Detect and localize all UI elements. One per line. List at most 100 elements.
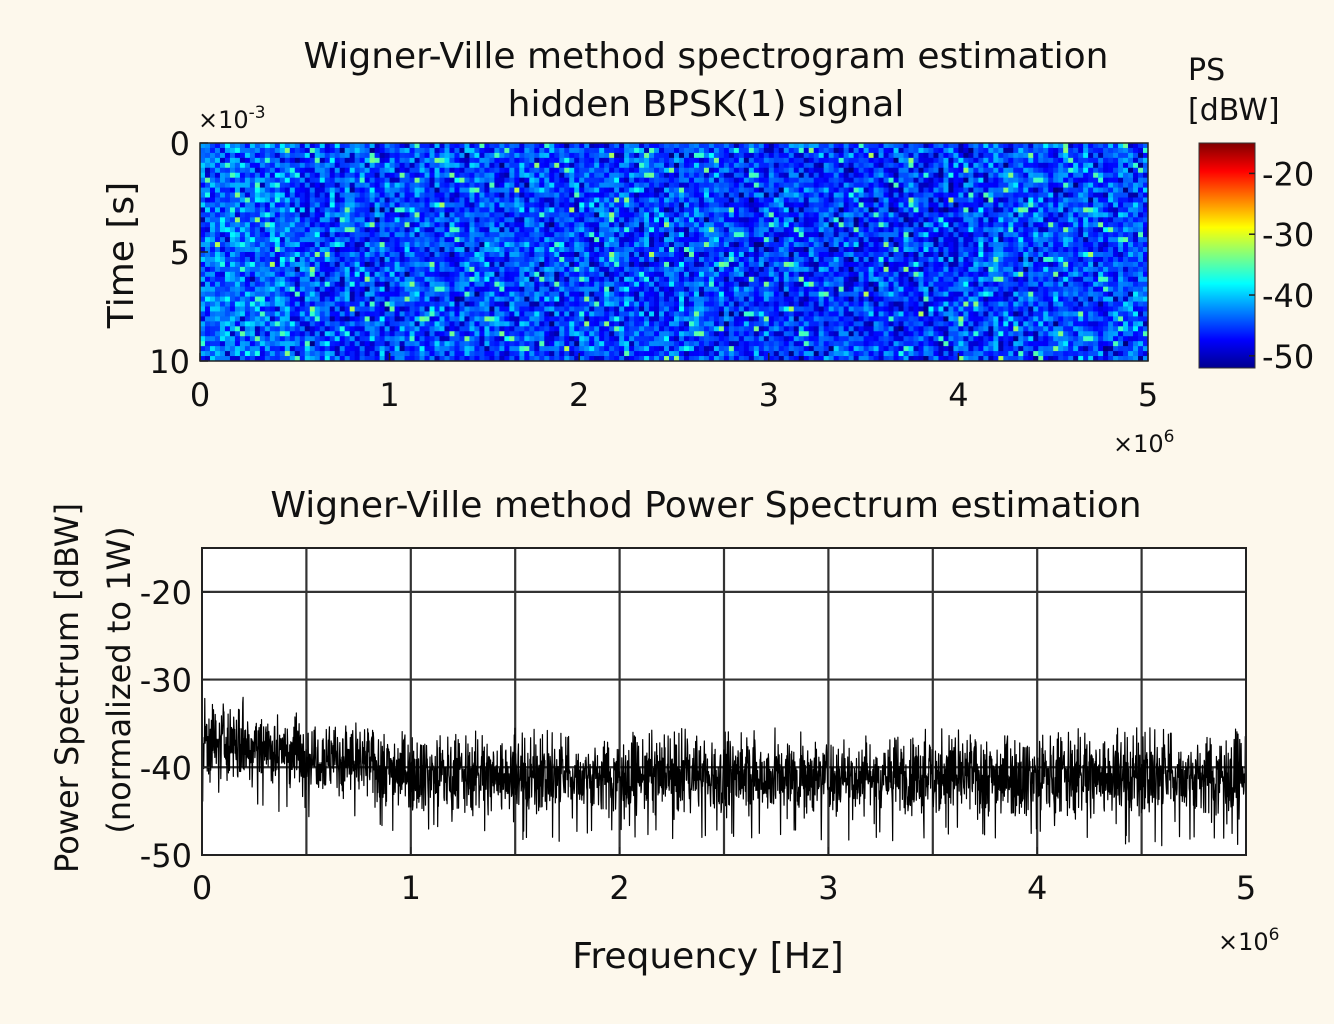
heatmap-cell (923, 197, 929, 203)
heatmap-cell (559, 143, 565, 149)
heatmap-cell (1078, 252, 1084, 258)
heatmap-cell (703, 143, 710, 149)
heatmap-cell (364, 237, 371, 243)
heatmap-cell (1018, 242, 1024, 248)
heatmap-cell (928, 152, 934, 159)
heatmap-cell (793, 172, 800, 179)
heatmap-cell (1038, 172, 1044, 179)
heatmap-cell (763, 197, 770, 203)
heatmap-cell (424, 147, 430, 154)
heatmap-cell (1038, 227, 1044, 233)
heatmap-cell (214, 147, 221, 154)
heatmap-cell (1013, 162, 1019, 169)
heatmap-cell (893, 143, 899, 149)
heatmap-cell (923, 143, 929, 149)
heatmap-cell (878, 167, 884, 174)
heatmap-cell (674, 256, 680, 263)
heatmap-cell (838, 252, 845, 258)
heatmap-cell (903, 192, 909, 198)
heatmap-cell (803, 187, 810, 193)
heatmap-cell (504, 261, 510, 268)
heatmap-cell (639, 157, 645, 164)
heatmap-cell (1013, 252, 1019, 258)
heatmap-cell (698, 207, 705, 213)
heatmap-cell (454, 247, 460, 253)
heatmap-cell (1053, 197, 1059, 203)
heatmap-cell (1073, 227, 1079, 233)
heatmap-cell (639, 252, 645, 258)
heatmap-cell (708, 143, 715, 149)
heatmap-cell (484, 256, 490, 263)
heatmap-cell (489, 247, 495, 253)
heatmap-cell (414, 143, 420, 149)
heatmap-cell (329, 232, 336, 238)
heatmap-cell (264, 222, 271, 228)
heatmap-cell (584, 266, 590, 273)
heatmap-cell (798, 162, 805, 169)
heatmap-cell (928, 177, 934, 184)
heatmap-cell (594, 256, 600, 263)
heatmap-cell (1013, 242, 1019, 248)
heatmap-cell (224, 237, 231, 243)
heatmap-cell (444, 187, 450, 193)
heatmap-cell (823, 252, 830, 258)
heatmap-cell (564, 152, 570, 159)
heatmap-cell (309, 232, 316, 238)
heatmap-cell (868, 222, 874, 228)
heatmap-cell (943, 217, 949, 223)
heatmap-cell (928, 187, 934, 193)
heatmap-cell (344, 187, 351, 193)
heatmap-cell (519, 147, 525, 154)
heatmap-cell (514, 182, 520, 188)
heatmap-cell (1118, 232, 1124, 238)
heatmap-cell (554, 162, 560, 169)
heatmap-cell (364, 271, 371, 278)
heatmap-cell (664, 197, 670, 203)
heatmap-cell (279, 167, 286, 174)
heatmap-cell (474, 152, 480, 159)
heatmap-cell (753, 212, 760, 218)
heatmap-cell (229, 162, 236, 169)
heatmap-cell (444, 162, 450, 169)
heatmap-cell (1048, 187, 1054, 193)
heatmap-cell (449, 232, 455, 238)
heatmap-cell (474, 252, 480, 258)
heatmap-cell (763, 247, 770, 253)
heatmap-cell (294, 167, 301, 174)
heatmap-cell (204, 261, 211, 268)
heatmap-cell (259, 147, 266, 154)
heatmap-cell (908, 242, 914, 248)
heatmap-cell (374, 207, 381, 213)
heatmap-cell (299, 157, 306, 164)
heatmap-cell (963, 172, 969, 179)
heatmap-cell (584, 252, 590, 258)
heatmap-cell (773, 266, 780, 273)
heatmap-cell (848, 202, 855, 208)
heatmap-cell (449, 143, 455, 149)
heatmap-cell (1013, 261, 1019, 268)
heatmap-cell (998, 182, 1004, 188)
heatmap-cell (459, 182, 465, 188)
heatmap-cell (659, 143, 665, 149)
heatmap-cell (683, 192, 690, 198)
heatmap-cell (569, 143, 575, 149)
heatmap-cell (624, 207, 630, 213)
heatmap-cell (873, 217, 879, 223)
heatmap-cell (818, 162, 825, 169)
heatmap-cell (434, 157, 440, 164)
heatmap-cell (953, 237, 959, 243)
heatmap-cell (614, 261, 620, 268)
heatmap-cell (244, 237, 251, 243)
heatmap-cell (379, 247, 386, 253)
heatmap-cell (1083, 252, 1089, 258)
heatmap-cell (1023, 252, 1029, 258)
heatmap-cell (664, 217, 670, 223)
heatmap-cell (793, 261, 800, 268)
heatmap-cell (1093, 256, 1099, 263)
heatmap-cell (718, 212, 725, 218)
heatmap-cell (883, 197, 889, 203)
heatmap-cell (599, 247, 605, 253)
heatmap-cell (389, 182, 395, 188)
heatmap-cell (1088, 147, 1094, 154)
heatmap-cell (863, 143, 869, 149)
